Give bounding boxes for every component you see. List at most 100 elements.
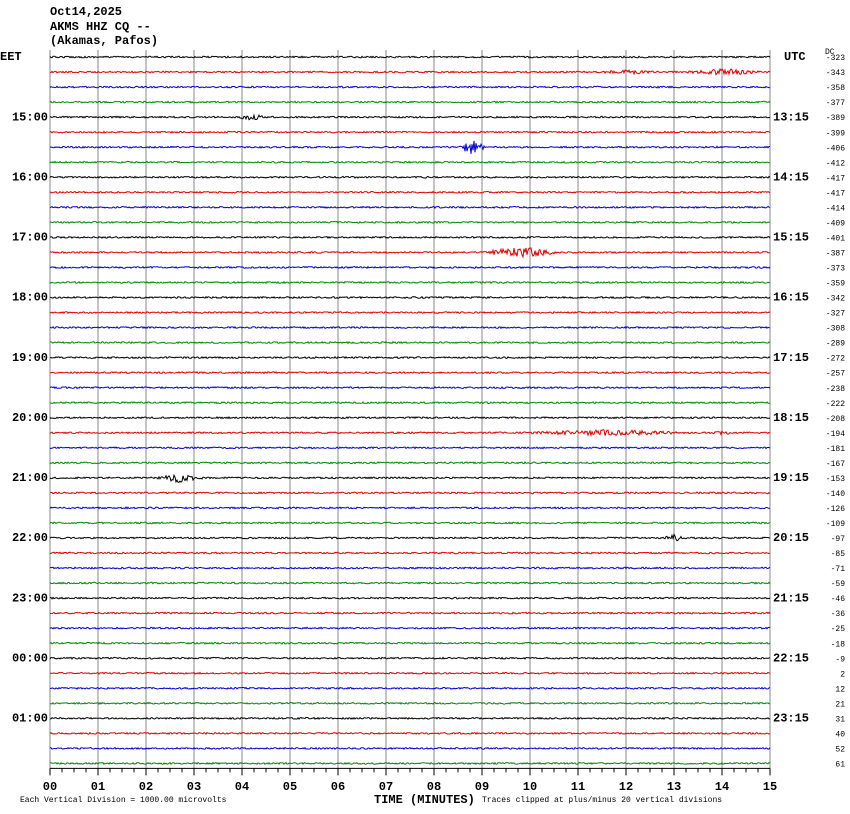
trace [49,190,771,194]
dc-value: -36 [831,610,846,619]
minute-tick-label: 09 [475,780,489,794]
trace [49,446,771,450]
trace [49,686,771,690]
trace [49,533,771,542]
dc-value: -167 [826,460,845,469]
dc-value: -358 [826,84,845,93]
trace [49,205,771,209]
dc-value: -412 [826,159,845,168]
dc-value: -343 [826,69,845,78]
dc-value: -409 [826,219,845,228]
trace [49,247,771,259]
utc-hour: 15:15 [773,231,809,245]
dc-value: -208 [826,415,845,424]
minute-tick-label: 04 [235,780,249,794]
trace [50,370,771,375]
dc-value: -126 [826,505,845,514]
trace [49,671,771,675]
minute-tick-label: 02 [139,780,153,794]
dc-value: 52 [835,745,845,754]
minute-tick-label: 06 [331,780,345,794]
utc-hour: 17:15 [773,351,809,365]
dc-value: -71 [831,565,846,574]
dc-value: -387 [826,249,845,258]
dc-value: -401 [826,234,845,243]
minute-tick-label: 07 [379,780,393,794]
trace [49,265,771,270]
utc-hour: 18:15 [773,411,809,425]
trace [49,100,771,104]
utc-hour: 22:15 [773,651,809,665]
trace [49,656,771,660]
eet-hour: 18:00 [12,291,48,305]
dc-value: -59 [831,580,846,589]
trace [49,429,771,438]
trace [49,220,770,224]
utc-hour: 19:15 [773,471,809,485]
utc-hour: 14:15 [773,170,809,184]
trace [49,473,771,484]
eet-hour: 21:00 [12,471,48,485]
trace [50,716,771,720]
dc-value: -417 [826,174,845,183]
scale-note: Each Vertical Division = 1000.00 microvo… [20,796,227,805]
minute-tick-label: 00 [43,780,57,794]
dc-value: -373 [826,265,845,274]
minute-tick-label: 11 [571,780,585,794]
dc-value: 12 [835,685,845,694]
trace [49,641,771,645]
trace [49,596,771,600]
utc-hour: 16:15 [773,291,809,305]
trace [49,55,771,59]
trace [49,551,771,555]
dc-value: -97 [831,535,846,544]
dc-value: -399 [826,129,845,138]
minute-tick-label: 14 [715,780,729,794]
dc-value: -181 [826,445,845,454]
minute-tick-label: 12 [619,780,633,794]
dc-value: -377 [826,99,845,108]
minute-tick-label: 01 [91,780,105,794]
dc-value: -359 [826,280,845,289]
trace [49,566,771,570]
trace [49,731,771,735]
dc-value: -238 [826,385,845,394]
utc-hour: 21:15 [773,591,809,605]
dc-value: 21 [835,700,845,709]
dc-value: -153 [826,475,845,484]
eet-hour: 01:00 [12,711,48,725]
trace [49,113,771,121]
dc-value: 40 [835,730,845,739]
eet-hour: 20:00 [12,411,48,425]
dc-value: 2 [840,670,845,679]
trace [49,611,771,615]
dc-header: DC [825,48,835,57]
location: (Akamas, Pafos) [50,34,158,48]
trace [49,415,771,420]
trace [49,280,771,285]
trace [49,355,771,360]
minute-tick-label: 13 [667,780,681,794]
trace [49,295,771,300]
dc-value: -257 [826,370,845,379]
trace [49,175,771,179]
utc-hour: 23:15 [773,711,809,725]
dc-value: 61 [835,761,845,770]
trace [49,491,771,495]
dc-value: -85 [831,550,846,559]
trace [49,506,771,510]
trace [50,746,771,751]
dc-value: -406 [826,144,845,153]
minute-tick-label: 05 [283,780,297,794]
trace [49,325,771,330]
trace [49,581,771,585]
dc-value: -308 [826,325,845,334]
dc-value: -323 [826,54,845,63]
minute-tick-label: 15 [763,780,777,794]
dc-value: -414 [826,204,845,213]
trace [49,140,770,154]
dc-value: -272 [826,355,845,364]
dc-value: -109 [826,520,845,529]
trace [49,67,771,76]
dc-value: -222 [826,400,845,409]
